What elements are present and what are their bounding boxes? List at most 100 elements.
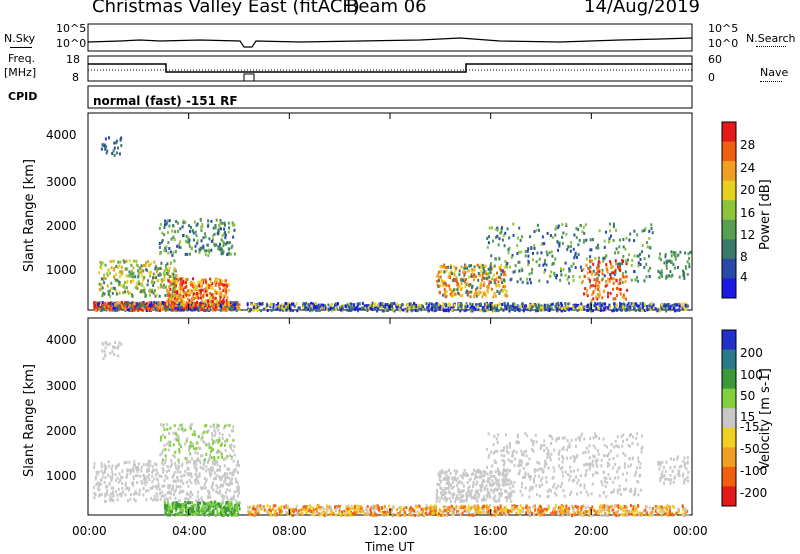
velocity-cell-1290	[148, 473, 151, 477]
power-cell-2030	[151, 288, 154, 292]
velocity-cell-1366	[112, 486, 115, 490]
power-cell-3097	[677, 266, 679, 269]
power-cell-1445	[525, 304, 527, 308]
power-cell-561	[235, 306, 238, 310]
power-cell-2253	[220, 252, 223, 256]
power-cell-1248	[557, 301, 560, 305]
power-cell-1750	[168, 293, 171, 297]
power-cell-3051	[103, 143, 106, 147]
power-cell-2917	[553, 271, 556, 275]
velocity-cell-1579	[149, 460, 152, 464]
velocity-cell-656	[439, 513, 442, 517]
velocity-cell-1061	[634, 507, 637, 511]
power-cell-1643	[210, 299, 213, 303]
power-cell-2307	[208, 250, 211, 254]
power-cell-2913	[492, 239, 495, 243]
power-cell-651	[208, 307, 211, 311]
power-cell-2974	[598, 295, 601, 299]
power-cell-1868	[184, 286, 187, 289]
power-cell-641	[103, 308, 106, 312]
power-cell-578	[138, 306, 141, 310]
power-cell-2887	[526, 281, 529, 285]
velocity-cell-1338	[224, 476, 227, 480]
velocity-cell-1785	[190, 444, 193, 448]
power-cell-2587	[439, 270, 442, 274]
power-cell-1168	[352, 306, 355, 310]
velocity-cell-996	[268, 508, 271, 512]
power-cell-2284	[226, 253, 229, 257]
power-cell-1297	[471, 309, 474, 313]
power-cell-2704	[536, 251, 539, 255]
velocity-cell-1699	[104, 485, 107, 489]
power-cell-2750	[628, 253, 630, 257]
power-cell-1385	[445, 308, 448, 312]
power-cell-588	[127, 308, 130, 312]
velocity-cell-1633	[235, 468, 238, 472]
velocity-cell-1493	[178, 498, 181, 502]
power-cell-2897	[555, 225, 558, 228]
velocity-cell-1091	[497, 507, 500, 511]
power-cell-2494	[445, 269, 448, 273]
power-cell-2821	[545, 263, 548, 267]
power-cell-2828	[628, 238, 631, 242]
velocity-cell-1301	[100, 478, 103, 482]
power-cell-1338	[309, 302, 312, 306]
velocity-cell-175	[227, 513, 230, 517]
velocity-cell-1028	[585, 510, 588, 514]
power-cell-1589	[628, 308, 631, 312]
velocity-cell-758	[666, 504, 669, 508]
velocity-cell-72	[175, 509, 177, 513]
velocity-cell-1350	[194, 459, 197, 463]
power-cell-781	[381, 302, 384, 306]
power-cell-640	[213, 304, 216, 308]
freq-tick-bottom: 8	[72, 71, 79, 84]
power-cell-2433	[484, 264, 487, 268]
velocity-cell-1165	[668, 511, 671, 515]
velocity-cell-1144	[383, 513, 386, 517]
power-cell-1239	[491, 303, 493, 307]
power-cell-1789	[184, 291, 187, 295]
power-cell-2696	[509, 278, 512, 282]
power-cell-2765	[533, 230, 536, 234]
power-cell-1801	[197, 296, 200, 300]
power-cell-2851	[503, 278, 505, 282]
velocity-cell-1618	[172, 484, 175, 488]
velocity-cell-1707	[164, 435, 167, 439]
power-cell-2029	[116, 278, 119, 282]
power-cell-2624	[490, 262, 492, 266]
power-cell-725	[447, 306, 450, 310]
power-cell-2146	[125, 274, 128, 278]
power-cell-1447	[493, 308, 496, 312]
velocity-cell-1143	[620, 512, 623, 516]
power-cell-2848	[630, 264, 633, 267]
power-cell-413	[109, 308, 112, 312]
power-cell-1828	[182, 290, 185, 293]
power-cell-2733	[512, 233, 515, 237]
power-cell-1111	[350, 302, 352, 306]
velocity-cell-1364	[171, 487, 174, 491]
power-cell-2638	[603, 245, 606, 249]
power-cell-1993	[144, 295, 147, 298]
velocity-cell-1230	[198, 459, 201, 463]
power-cell-2980	[618, 264, 620, 268]
power-cell-2790	[608, 240, 611, 244]
power-cell-3099	[660, 269, 663, 273]
velocity-cell-1401	[128, 460, 131, 464]
power-cell-963	[500, 307, 503, 311]
velocity-cell-1738	[189, 425, 192, 429]
velocity-cell-1644	[108, 494, 111, 498]
velocity-cell-310	[425, 504, 428, 508]
power-cell-2465	[485, 276, 488, 280]
power-cell-1997	[152, 291, 155, 295]
velocity-cell-647	[263, 508, 266, 512]
velocity-cell-1103	[273, 512, 276, 516]
velocity-cell-1488	[225, 495, 228, 499]
velocity-cell-1662	[155, 485, 158, 489]
power-cell-2559	[505, 293, 507, 297]
power-cell-2578	[439, 265, 442, 269]
velocity-cell-244	[189, 501, 192, 505]
power-cell-2718	[533, 244, 536, 247]
power-cell-2481	[458, 284, 461, 288]
power-cell-2215	[178, 242, 181, 246]
power-cell-1745	[199, 296, 202, 300]
